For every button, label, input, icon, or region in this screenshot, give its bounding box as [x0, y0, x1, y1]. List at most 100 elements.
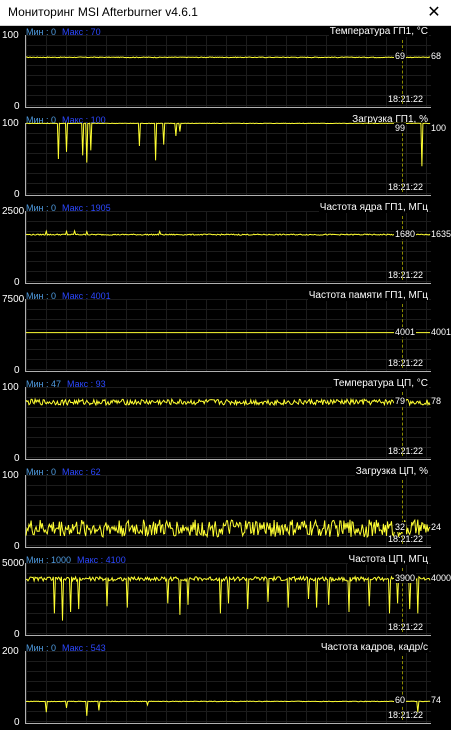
plot-area[interactable]: [25, 651, 431, 724]
cursor-value: 60: [394, 695, 407, 706]
min-max-readout: Мин : 0 Макс : 4001: [26, 291, 111, 301]
trace-line: [25, 229, 431, 236]
max-label: Макс : 543: [62, 643, 106, 653]
plot-area[interactable]: [25, 299, 431, 372]
axis-min-label: 0: [14, 101, 20, 112]
graph-trace: [25, 229, 431, 236]
current-value: 78: [431, 396, 442, 407]
time-cursor: [402, 480, 403, 544]
min-label: Мин : 47: [26, 379, 62, 389]
window-title: Мониторинг MSI Afterburner v4.6.1: [8, 5, 198, 19]
graph-title: Загрузка ЦП, %: [354, 466, 429, 477]
axis-max-label: 100: [2, 30, 19, 41]
graph-panel-cpu-clock: 5000 0 Мин : 1000 Макс : 4100 Частота ЦП, МГ…: [0, 554, 451, 642]
time-cursor: [402, 40, 403, 104]
graph-panel-gpu-load: 100 0 Мин : 0 Макс : 100 Загрузка ГП1, % 18:2…: [0, 114, 451, 202]
current-value: 1635: [431, 228, 451, 239]
axis-min-label: 0: [14, 717, 20, 728]
current-value: 68: [431, 51, 442, 62]
axis-max-label: 100: [2, 382, 19, 393]
min-max-readout: Мин : 0 Макс : 70: [26, 27, 101, 37]
cursor-time: 18:21:22: [388, 534, 424, 544]
plot-area[interactable]: [25, 211, 431, 284]
graph-trace: [25, 397, 431, 407]
axis-min-label: 0: [14, 189, 20, 200]
trace-line: [25, 575, 431, 621]
current-value: 74: [431, 695, 442, 706]
max-label: Макс : 93: [67, 379, 106, 389]
time-cursor: [402, 568, 403, 632]
graph-panel-gpu-mem-clock: 7500 0 Мин : 0 Макс : 4001 Частота памяти ГП…: [0, 290, 451, 378]
min-label: Мин : 0: [26, 115, 57, 125]
cursor-time: 18:21:22: [388, 446, 424, 456]
plot-area[interactable]: [25, 387, 431, 460]
graph-panel-framerate: 200 0 Мин : 0 Макс : 543 Частота кадров, кад…: [0, 642, 451, 730]
graph-panel-gpu-core-clock: 2500 0 Мин : 0 Макс : 1905 Частота ядра ГП1,…: [0, 202, 451, 290]
graph-title: Загрузка ГП1, %: [351, 114, 429, 125]
min-label: Мин : 0: [26, 643, 57, 653]
cursor-time: 18:21:22: [388, 182, 424, 192]
cursor-time: 18:21:22: [388, 622, 424, 632]
cursor-time: 18:21:22: [388, 94, 424, 104]
current-value: 24: [431, 522, 442, 533]
cursor-value: 79: [394, 396, 407, 407]
graph-panel-gpu-temp: 100 0 Мин : 0 Макс : 70 Температура ГП1, °C 1…: [0, 26, 451, 114]
axis-max-label: 100: [2, 470, 19, 481]
cursor-time: 18:21:22: [388, 270, 424, 280]
graph-panel-cpu-load: 100 0 Мин : 0 Макс : 62 Загрузка ЦП, % 18:21:…: [0, 466, 451, 554]
min-max-readout: Мин : 0 Макс : 62: [26, 467, 101, 477]
cursor-value: 4001: [394, 326, 417, 337]
plot-area[interactable]: [25, 35, 431, 108]
close-button[interactable]: ✕: [427, 4, 441, 21]
graph-trace: [25, 700, 430, 716]
axis-max-label: 7500: [2, 294, 25, 305]
time-cursor: [402, 128, 403, 192]
graph-title: Частота ядра ГП1, МГц: [318, 202, 429, 213]
cursor-value: 99: [394, 123, 407, 133]
current-value: 100: [431, 123, 447, 133]
min-max-readout: Мин : 0 Макс : 543: [26, 643, 106, 653]
max-label: Макс : 70: [62, 27, 101, 37]
axis-min-label: 0: [14, 453, 20, 464]
axis-max-label: 100: [2, 118, 19, 129]
axis-min-label: 0: [14, 629, 20, 640]
min-label: Мин : 0: [26, 291, 57, 301]
graph-trace: [26, 332, 430, 334]
min-max-readout: Мин : 0 Макс : 100: [26, 115, 106, 125]
trace-line: [25, 518, 431, 539]
trace-line: [25, 700, 430, 716]
trace-line: [25, 122, 431, 167]
cursor-value: 1680: [394, 228, 417, 239]
time-cursor: [402, 216, 403, 280]
min-max-readout: Мин : 1000 Макс : 4100: [26, 555, 126, 565]
max-label: Макс : 100: [62, 115, 106, 125]
min-label: Мин : 1000: [26, 555, 72, 565]
cursor-value: 32: [394, 522, 407, 533]
max-label: Макс : 1905: [62, 203, 111, 213]
axis-min-label: 0: [14, 541, 20, 552]
min-label: Мин : 0: [26, 467, 57, 477]
current-value: 4000: [431, 572, 451, 583]
graph-trace: [25, 575, 431, 621]
cursor-time: 18:21:22: [388, 358, 424, 368]
cursor-value: 69: [394, 51, 407, 62]
window-titlebar: Мониторинг MSI Afterburner v4.6.1 ✕: [0, 0, 451, 26]
graph-title: Температура ЦП, °C: [332, 378, 429, 389]
time-cursor: [402, 392, 403, 456]
graph-title: Частота кадров, кадр/с: [319, 642, 429, 653]
time-cursor: [402, 656, 403, 720]
graph-title: Частота ЦП, МГц: [347, 554, 429, 565]
axis-max-label: 2500: [2, 206, 25, 217]
axis-min-label: 0: [14, 277, 20, 288]
min-label: Мин : 0: [26, 27, 57, 37]
cursor-value: 3900: [394, 572, 417, 583]
max-label: Макс : 4100: [77, 555, 126, 565]
axis-max-label: 200: [2, 646, 19, 657]
min-max-readout: Мин : 0 Макс : 1905: [26, 203, 111, 213]
plot-area[interactable]: [25, 123, 431, 196]
graph-trace: [25, 518, 431, 539]
graph-panel-cpu-temp: 100 0 Мин : 47 Макс : 93 Температура ЦП, °C 1…: [0, 378, 451, 466]
graph-trace: [26, 56, 431, 59]
graph-trace: [25, 122, 431, 167]
axis-min-label: 0: [14, 365, 20, 376]
